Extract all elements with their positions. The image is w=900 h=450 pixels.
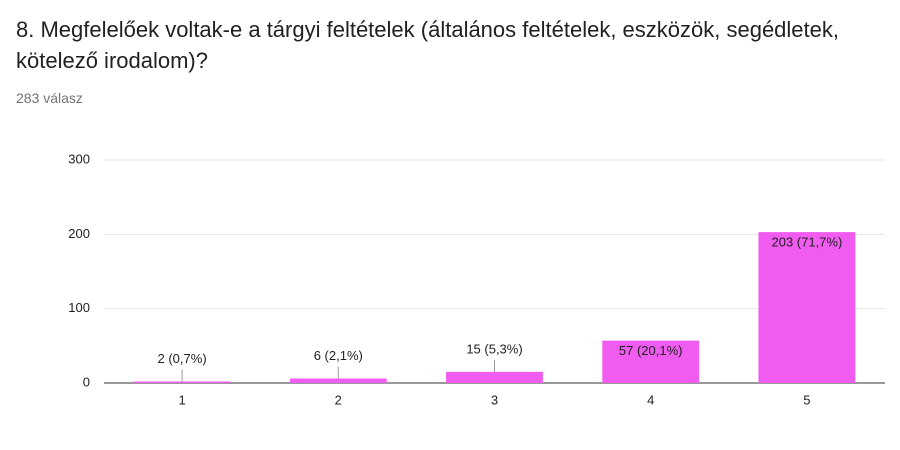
data-label: 6 (2,1%) <box>314 348 363 363</box>
x-tick-label: 2 <box>335 392 342 407</box>
data-label: 2 (0,7%) <box>158 351 207 366</box>
bar <box>446 371 543 383</box>
x-tick-label: 5 <box>803 392 810 407</box>
bar <box>133 381 231 383</box>
x-tick-label: 4 <box>647 392 654 407</box>
response-count: 283 válasz <box>16 90 83 106</box>
x-tick-label: 1 <box>178 392 185 407</box>
y-tick-label: 200 <box>68 226 90 241</box>
y-tick-label: 300 <box>68 151 90 166</box>
y-tick-label: 0 <box>83 374 90 389</box>
data-label: 57 (20,1%) <box>619 343 683 358</box>
bar <box>602 340 700 383</box>
bar <box>758 232 856 383</box>
bar <box>289 378 387 383</box>
question-title: 8. Megfelelőek voltak-e a tárgyi feltéte… <box>16 17 840 73</box>
x-tick-label: 3 <box>491 392 498 407</box>
y-tick-label: 100 <box>68 300 90 315</box>
data-label: 203 (71,7%) <box>771 235 842 250</box>
data-label: 15 (5,3%) <box>466 341 522 356</box>
